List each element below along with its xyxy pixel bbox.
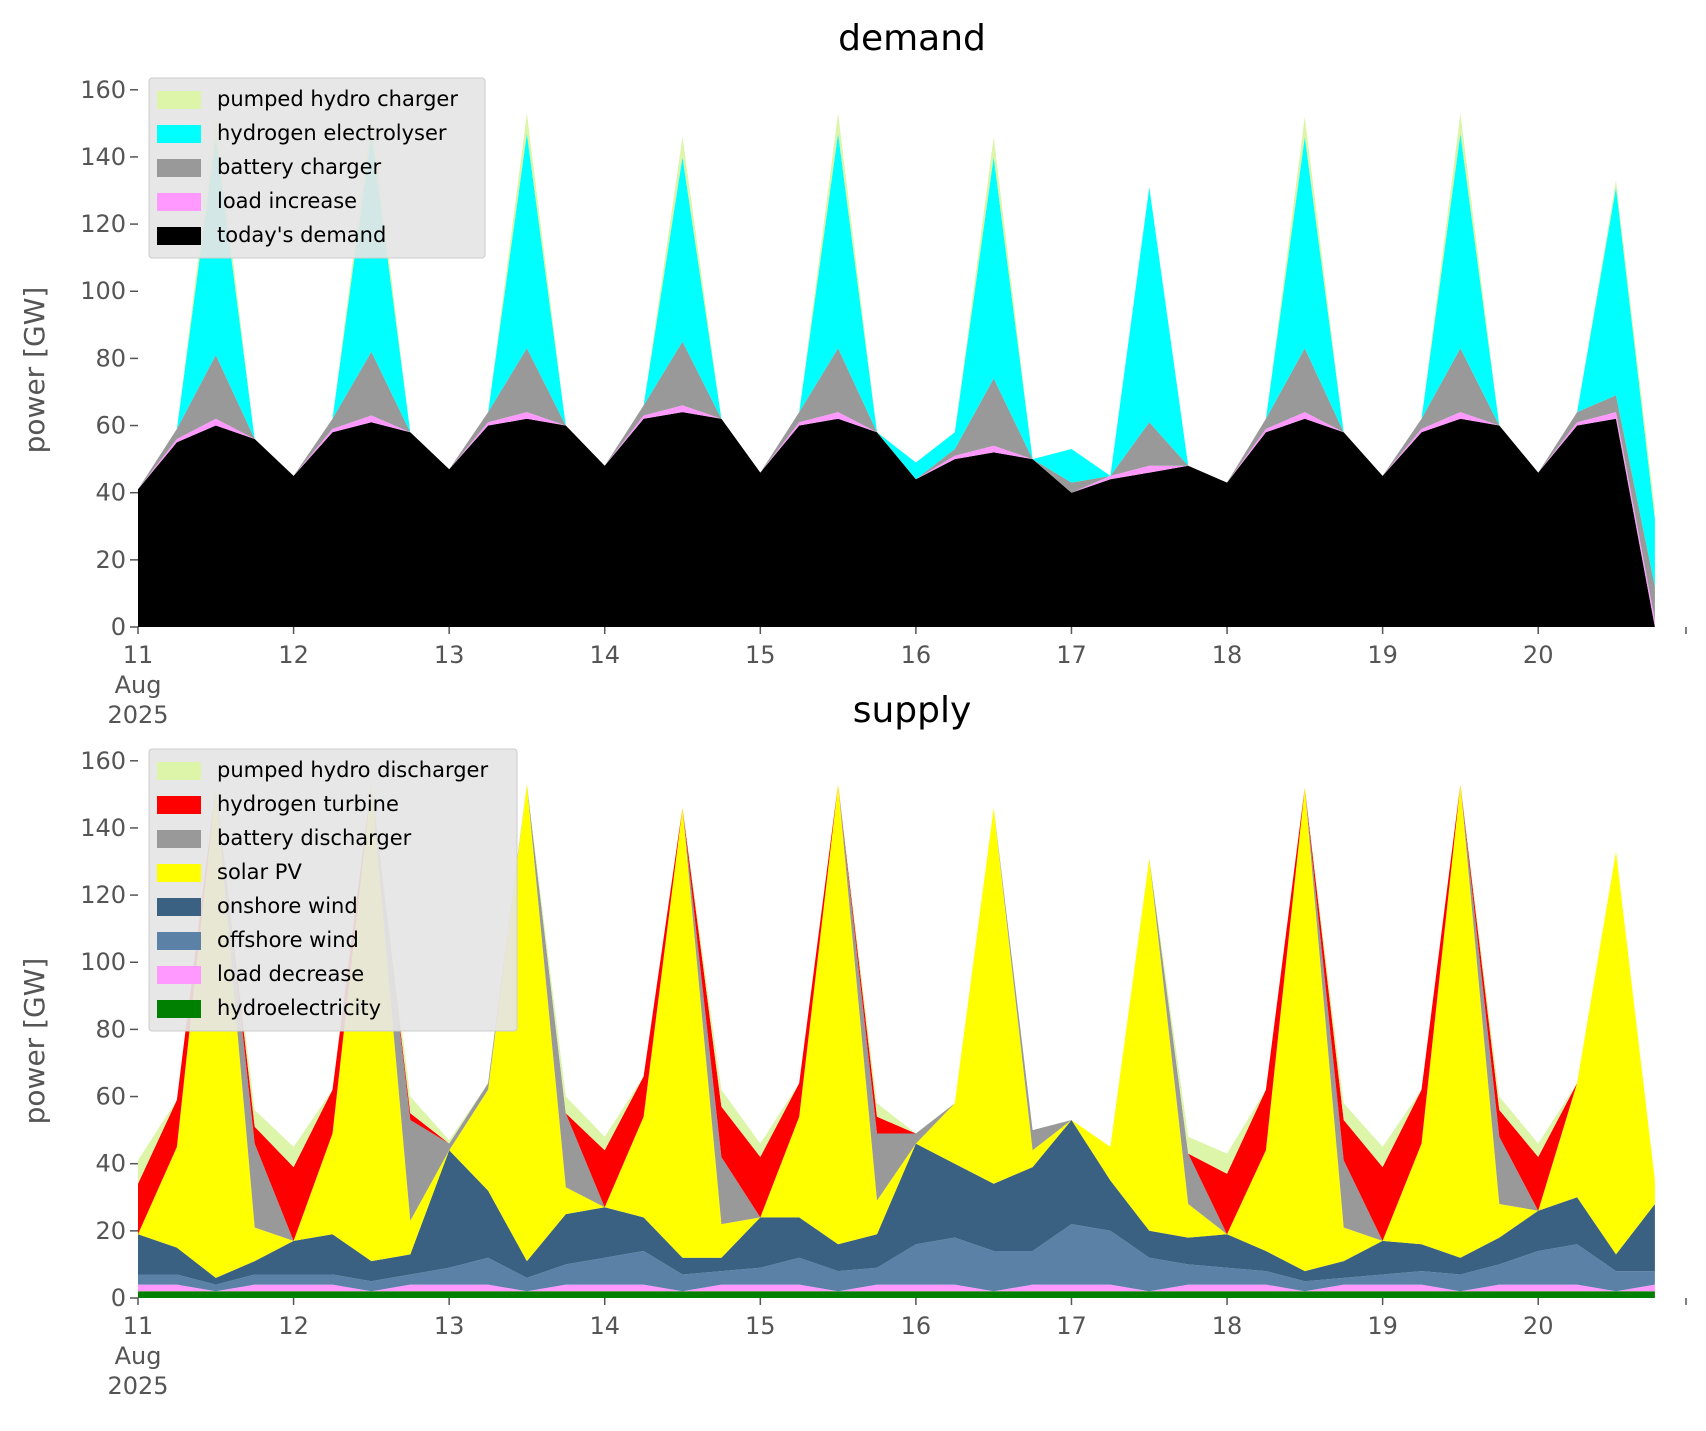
y-tick-label: 160: [80, 747, 126, 775]
legend-label: pumped hydro discharger: [217, 758, 488, 782]
y-tick-label: 40: [95, 1150, 126, 1178]
legend-label: hydrogen electrolyser: [217, 121, 447, 145]
legend-swatch: [157, 864, 201, 882]
legend-swatch: [157, 1000, 201, 1018]
legend-box: [148, 748, 518, 1032]
y-tick-label: 80: [95, 1015, 126, 1043]
legend-swatch: [157, 762, 201, 780]
area: [138, 133, 1655, 587]
chart-title: supply: [853, 690, 972, 731]
legend-label: battery charger: [217, 155, 382, 179]
x-tick-label: 13: [434, 641, 465, 669]
area: [138, 1284, 1655, 1292]
area: [138, 784, 1655, 1241]
y-tick-label: 20: [95, 1217, 126, 1245]
y-tick-label: 140: [80, 814, 126, 842]
legend-swatch: [157, 796, 201, 814]
x-tick-label: 11 Aug 2025: [107, 641, 168, 729]
x-tick-label: 12: [278, 1312, 309, 1340]
legend-swatch: [157, 159, 201, 177]
chart-title: demand: [838, 18, 986, 59]
x-tick-label: 17: [1056, 1312, 1087, 1340]
legend-label: solar PV: [217, 860, 302, 884]
legend-swatch: [157, 193, 201, 211]
x-tick-label: 19: [1367, 1312, 1398, 1340]
legend: pumped hydro charger hydrogen electrolyse…: [148, 77, 486, 259]
y-tick-label: 60: [95, 412, 126, 440]
legend-swatch: [157, 966, 201, 984]
legend-swatch: [157, 830, 201, 848]
y-tick-label: 40: [95, 479, 126, 507]
y-tick-label: 0: [111, 1284, 126, 1312]
x-tick-label: 14: [589, 1312, 620, 1340]
area: [138, 1291, 1655, 1298]
legend-label: onshore wind: [217, 894, 358, 918]
x-tick-label: 16: [901, 641, 932, 669]
area: [138, 784, 1655, 1184]
x-tick-label: 19: [1367, 641, 1398, 669]
x-tick-label: 14: [589, 641, 620, 669]
legend-label: offshore wind: [217, 928, 359, 952]
x-tick-label: 20: [1523, 1312, 1554, 1340]
y-tick-label: 120: [80, 881, 126, 909]
x-tick-label: 11 Aug 2025: [107, 1312, 168, 1400]
legend-label: today's demand: [217, 223, 386, 247]
x-tick-label: 13: [434, 1312, 465, 1340]
y-tick-label: 140: [80, 143, 126, 171]
y-tick-label: 100: [80, 948, 126, 976]
x-tick-label: 20: [1523, 641, 1554, 669]
y-axis-label: power [GW]: [18, 958, 51, 1125]
legend-label: pumped hydro charger: [217, 87, 458, 111]
y-tick-label: 0: [111, 613, 126, 641]
area: [138, 412, 1655, 627]
area: [138, 784, 1655, 1241]
legend-label: load increase: [217, 189, 357, 213]
y-tick-label: 20: [95, 546, 126, 574]
legend-swatch: [157, 898, 201, 916]
y-tick-label: 120: [80, 210, 126, 238]
y-tick-label: 160: [80, 76, 126, 104]
area: [138, 1224, 1655, 1292]
x-tick-label: 15: [745, 641, 776, 669]
legend-box: [148, 77, 486, 259]
x-tick-label: 12: [278, 641, 309, 669]
legend-label: battery discharger: [217, 826, 412, 850]
legend-swatch: [157, 125, 201, 143]
x-tick-label: 16: [901, 1312, 932, 1340]
y-tick-label: 100: [80, 277, 126, 305]
area: [138, 1120, 1655, 1285]
y-axis-label: power [GW]: [18, 287, 51, 454]
legend-swatch: [157, 932, 201, 950]
x-tick-label: 18: [1212, 1312, 1243, 1340]
x-tick-label: 15: [745, 1312, 776, 1340]
legend-label: load decrease: [217, 962, 364, 986]
y-tick-label: 80: [95, 344, 126, 372]
legend-swatch: [157, 227, 201, 245]
legend-label: hydroelectricity: [217, 996, 381, 1020]
legend: pumped hydro discharger hydrogen turbine b…: [148, 748, 518, 1032]
legend-label: hydrogen turbine: [217, 792, 399, 816]
x-tick-label: 17: [1056, 641, 1087, 669]
legend-swatch: [157, 91, 201, 109]
area: [138, 341, 1655, 621]
x-tick-label: 18: [1212, 641, 1243, 669]
y-tick-label: 60: [95, 1083, 126, 1111]
